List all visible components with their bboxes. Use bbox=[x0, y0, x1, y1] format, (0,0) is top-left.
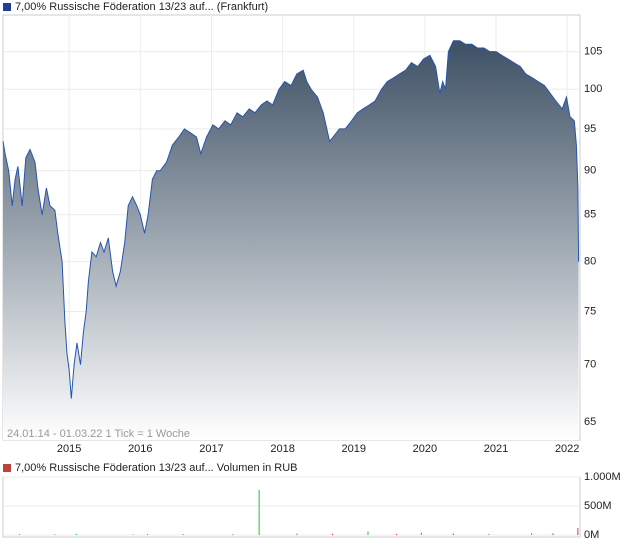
y-tick-label: 95 bbox=[584, 123, 596, 135]
volume-bar bbox=[182, 533, 184, 535]
volume-bar bbox=[296, 533, 298, 535]
y-tick-label: 1.000M bbox=[584, 471, 620, 483]
x-tick-label: 2017 bbox=[199, 443, 223, 455]
price-area bbox=[3, 40, 579, 440]
volume-bar bbox=[18, 534, 20, 535]
price-line bbox=[2, 40, 580, 399]
volume-bar bbox=[488, 533, 490, 535]
x-tick-label: 2020 bbox=[413, 443, 437, 455]
volume-bar bbox=[552, 533, 554, 535]
y-tick-label: 70 bbox=[584, 359, 596, 371]
volume-bar bbox=[577, 528, 579, 535]
y-tick-label: 500M bbox=[584, 500, 612, 512]
volume-bar bbox=[258, 489, 260, 535]
legend-label: 7,00% Russische Föderation 13/23 auf... … bbox=[15, 1, 268, 13]
y-tick-label: 80 bbox=[584, 256, 596, 268]
volume-bar bbox=[367, 531, 369, 535]
y-tick-label: 90 bbox=[584, 165, 596, 177]
x-tick-label: 2022 bbox=[555, 443, 579, 455]
x-tick-label: 2021 bbox=[484, 443, 508, 455]
legend-swatch bbox=[3, 3, 11, 11]
volume-bar bbox=[75, 533, 77, 535]
volume-bar bbox=[531, 533, 533, 535]
legend-label: 7,00% Russische Föderation 13/23 auf... … bbox=[15, 462, 298, 474]
x-tick-label: 2018 bbox=[270, 443, 294, 455]
y-tick-label: 100 bbox=[584, 83, 602, 95]
y-tick-label: 105 bbox=[584, 46, 602, 58]
volume-bar bbox=[395, 533, 397, 535]
y-tick-label: 85 bbox=[584, 209, 596, 221]
annotation: 24.01.14 - 01.03.22 1 Tick = 1 Woche bbox=[7, 428, 190, 440]
x-tick-label: 2016 bbox=[128, 443, 152, 455]
volume-bar bbox=[331, 533, 333, 535]
volume-bar bbox=[54, 534, 56, 535]
x-tick-label: 2019 bbox=[342, 443, 366, 455]
volume-bar bbox=[232, 534, 234, 535]
y-tick-label: 0M bbox=[584, 529, 599, 541]
y-tick-label: 65 bbox=[584, 416, 596, 428]
volume-bar bbox=[420, 532, 422, 535]
volume-panel bbox=[2, 476, 581, 538]
y-tick-label: 75 bbox=[584, 305, 596, 317]
volume-bar bbox=[132, 534, 134, 535]
volume-bar bbox=[146, 534, 148, 535]
legend-swatch bbox=[3, 464, 11, 472]
x-tick-label: 2015 bbox=[57, 443, 81, 455]
volume-bar bbox=[452, 533, 454, 535]
